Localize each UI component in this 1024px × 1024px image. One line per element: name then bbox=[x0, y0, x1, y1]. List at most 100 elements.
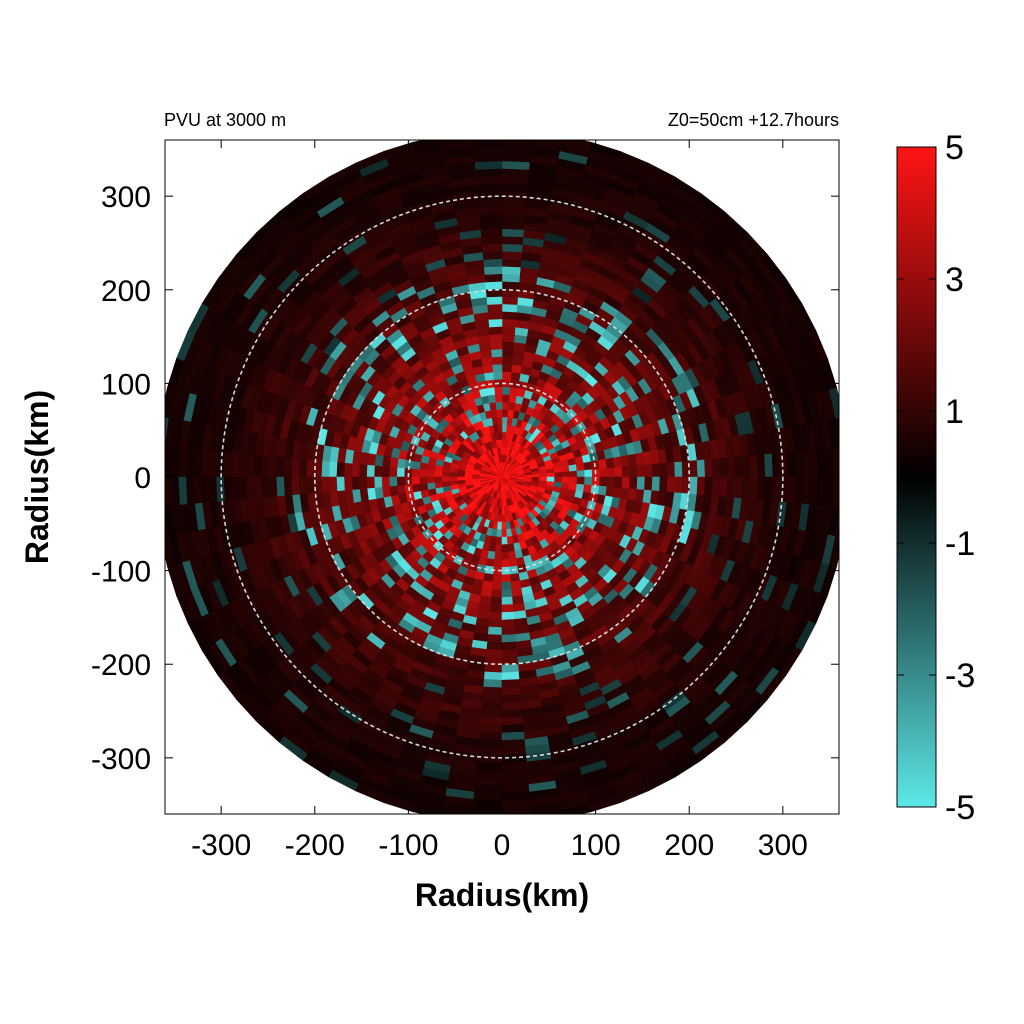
field-cell bbox=[381, 466, 390, 478]
field-cell bbox=[501, 333, 515, 343]
field-cell bbox=[426, 463, 436, 472]
field-cell bbox=[298, 458, 308, 478]
field-cell bbox=[501, 671, 521, 681]
field-cell bbox=[493, 559, 503, 568]
field-cell bbox=[156, 477, 165, 507]
field-cell bbox=[483, 679, 503, 689]
field-cell bbox=[487, 550, 496, 560]
field-cell bbox=[524, 476, 533, 480]
field-cell bbox=[441, 466, 451, 473]
field-cell bbox=[471, 474, 480, 478]
field-cell bbox=[501, 280, 520, 290]
field-cell bbox=[490, 596, 503, 606]
field-cell bbox=[583, 483, 593, 494]
field-cell bbox=[275, 456, 285, 478]
field-cell bbox=[644, 463, 653, 478]
field-cell bbox=[696, 458, 706, 478]
field-cell bbox=[290, 476, 300, 496]
field-cell bbox=[506, 409, 515, 419]
field-cell bbox=[491, 356, 503, 365]
field-cell bbox=[485, 288, 503, 298]
field-cell bbox=[489, 611, 503, 621]
field-cell bbox=[508, 386, 519, 396]
field-cell bbox=[501, 326, 516, 335]
field-cell bbox=[501, 559, 511, 568]
field-cell bbox=[501, 619, 516, 628]
field-cell bbox=[711, 476, 721, 497]
field-cell bbox=[313, 476, 323, 494]
y-tick-label: 200 bbox=[101, 275, 151, 308]
field-cell bbox=[644, 476, 653, 491]
field-cell bbox=[351, 463, 360, 478]
field-cell bbox=[726, 476, 736, 498]
field-cell bbox=[268, 456, 278, 478]
field-cell bbox=[501, 371, 512, 380]
field-cell bbox=[734, 476, 744, 499]
field-cell bbox=[501, 716, 525, 726]
field-cell bbox=[554, 476, 563, 483]
field-cell bbox=[487, 626, 503, 636]
field-cell bbox=[576, 469, 586, 478]
field-cell bbox=[464, 473, 473, 478]
field-cell bbox=[479, 716, 503, 726]
field-cell bbox=[501, 348, 514, 358]
field-cell bbox=[335, 462, 345, 478]
field-cell bbox=[546, 476, 556, 482]
field-cell bbox=[476, 190, 503, 200]
field-cell bbox=[584, 468, 593, 478]
field-cell bbox=[606, 466, 616, 478]
field-cell bbox=[156, 447, 165, 477]
field-cell bbox=[388, 466, 398, 478]
field-cell bbox=[614, 466, 623, 478]
field-cell bbox=[501, 446, 505, 455]
field-cell bbox=[245, 476, 255, 500]
colorbar-tick-label: 5 bbox=[945, 129, 964, 167]
field-cell bbox=[501, 243, 523, 253]
field-cell bbox=[674, 460, 684, 478]
field-cell bbox=[320, 476, 330, 494]
field-cell bbox=[501, 694, 523, 704]
field-cell bbox=[561, 476, 571, 484]
field-cell bbox=[501, 581, 513, 591]
field-cell bbox=[501, 589, 513, 598]
field-cell bbox=[501, 258, 522, 268]
field-cell bbox=[501, 341, 515, 350]
colorbar-tick-label: -5 bbox=[945, 789, 975, 827]
chart-title-left: PVU at 3000 m bbox=[164, 110, 286, 130]
x-tick-label: 100 bbox=[571, 829, 621, 862]
field-cell bbox=[486, 641, 503, 651]
field-cell bbox=[418, 469, 428, 478]
field-cell bbox=[485, 558, 496, 568]
field-cell bbox=[411, 468, 420, 478]
field-cell bbox=[492, 371, 503, 380]
field-cell bbox=[478, 731, 503, 741]
field-cell bbox=[477, 198, 503, 208]
x-axis-label: Radius(km) bbox=[415, 877, 589, 913]
field-cell bbox=[734, 455, 744, 478]
field-cell bbox=[418, 476, 428, 485]
field-cell bbox=[481, 243, 503, 253]
field-cell bbox=[704, 458, 714, 478]
field-cell bbox=[478, 739, 503, 749]
field-cell bbox=[764, 476, 774, 501]
colorbar bbox=[896, 146, 937, 808]
field-cell bbox=[501, 746, 527, 756]
field-cell bbox=[479, 228, 503, 238]
field-cell bbox=[335, 476, 345, 492]
y-tick-label: 100 bbox=[101, 368, 151, 401]
field-cell bbox=[480, 235, 503, 245]
field-cell bbox=[485, 295, 503, 305]
field-cell bbox=[771, 452, 781, 478]
field-cell bbox=[298, 476, 308, 496]
field-cell bbox=[501, 656, 519, 666]
field-cell bbox=[483, 671, 503, 681]
field-cell bbox=[501, 235, 524, 245]
field-cell bbox=[305, 476, 315, 495]
field-cell bbox=[501, 551, 510, 561]
field-cell bbox=[501, 356, 513, 365]
field-cell bbox=[343, 462, 353, 478]
field-cell bbox=[373, 465, 383, 478]
field-cell bbox=[749, 476, 759, 500]
y-tick-label: -100 bbox=[91, 556, 151, 589]
field-cell bbox=[305, 459, 315, 478]
